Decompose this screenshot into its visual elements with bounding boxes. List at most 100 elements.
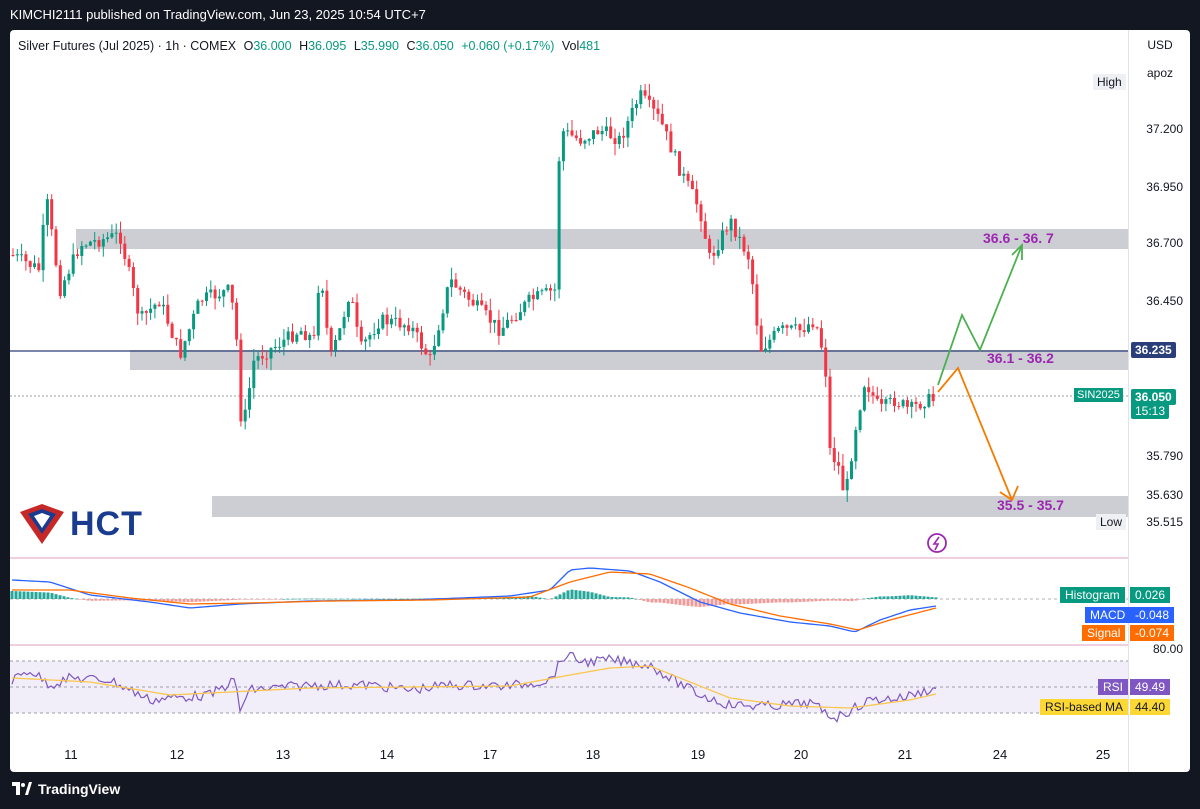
- tradingview-icon: [12, 782, 32, 795]
- candle-body: [923, 406, 927, 409]
- histogram-bar: [694, 599, 698, 607]
- histogram-bar: [714, 599, 718, 606]
- histogram-bar: [842, 599, 846, 601]
- histogram-bar: [606, 596, 610, 599]
- histogram-bar: [630, 597, 634, 599]
- candle-body: [381, 314, 385, 329]
- candle-body: [355, 302, 359, 327]
- histogram-bar: [286, 598, 290, 600]
- histogram-bar: [530, 596, 534, 599]
- candle-body: [712, 252, 716, 256]
- histogram-bar: [98, 599, 102, 601]
- candle-body: [389, 318, 393, 325]
- candle-body: [669, 131, 673, 153]
- histogram-bar: [282, 598, 286, 600]
- currency-button[interactable]: USD: [1147, 38, 1173, 52]
- histogram-value: 0.026: [1130, 587, 1171, 603]
- histogram-bar: [922, 596, 926, 599]
- candle-body: [583, 140, 587, 144]
- candle-body: [269, 348, 273, 359]
- histogram-bar: [658, 599, 662, 603]
- candle-body: [617, 135, 621, 145]
- tradingview-brand[interactable]: TradingView: [38, 781, 121, 797]
- histogram-bar: [850, 599, 854, 602]
- bearish-path: [937, 366, 1013, 501]
- footer: TradingView: [0, 772, 1200, 809]
- candle-body: [832, 447, 836, 463]
- signal-line: [12, 571, 937, 631]
- candle-body: [166, 304, 170, 324]
- candle-body: [699, 204, 703, 222]
- candle-body: [153, 304, 157, 309]
- candle-body: [480, 300, 484, 305]
- price-axis[interactable]: USD apoz 37.200 36.950 36.700 36.450 36.…: [1128, 30, 1190, 772]
- histogram-bar: [382, 598, 386, 600]
- candle-body: [678, 151, 681, 176]
- candle-body: [587, 138, 591, 141]
- rsi-label: RSI: [1098, 679, 1129, 695]
- histogram-bar: [634, 598, 638, 600]
- histogram-bar: [762, 599, 766, 604]
- candle-body: [200, 300, 204, 302]
- histogram-bar: [846, 599, 850, 601]
- histogram-bar: [374, 598, 378, 600]
- candle-body: [901, 400, 905, 407]
- histogram-bar: [306, 598, 310, 600]
- lightning-icon[interactable]: [927, 533, 947, 553]
- symbol-name[interactable]: Silver Futures (Jul 2025) · 1h · COMEX: [18, 39, 237, 53]
- candle-body: [252, 360, 256, 389]
- histogram-bar: [214, 599, 218, 601]
- histogram-bar: [30, 591, 34, 599]
- histogram-bar: [230, 599, 234, 601]
- histogram-bar: [862, 598, 866, 600]
- histogram-bar: [806, 599, 810, 602]
- candle-body: [501, 327, 505, 336]
- x-label: 13: [275, 747, 291, 762]
- candle-body: [45, 199, 49, 225]
- zone-mid: [130, 350, 1128, 370]
- histogram-label: Histogram: [1060, 587, 1125, 603]
- histogram-bar: [706, 599, 710, 607]
- candle-body: [488, 310, 492, 323]
- histogram-bar: [898, 595, 902, 599]
- candle-body: [656, 108, 660, 114]
- candle-body: [372, 334, 376, 336]
- candle-body: [729, 218, 733, 231]
- candle-body: [824, 347, 828, 377]
- histogram-bar: [66, 597, 70, 599]
- signal-label: Signal: [1082, 625, 1126, 641]
- histogram-bar: [802, 599, 806, 602]
- scale-mode[interactable]: apoz: [1146, 66, 1174, 80]
- candle-body: [213, 289, 217, 299]
- candles: [11, 83, 935, 503]
- histogram-bar: [350, 598, 354, 600]
- candle-body: [772, 330, 776, 340]
- low-value: 35.515: [1146, 515, 1183, 529]
- zone-low: [212, 496, 1128, 517]
- tick: 36.700: [1146, 236, 1183, 250]
- histogram-bar: [102, 599, 106, 601]
- histogram-bar: [330, 598, 334, 600]
- histogram-bar: [838, 599, 842, 601]
- histogram-bar: [782, 599, 786, 603]
- candle-body: [871, 392, 875, 396]
- candle-body: [695, 189, 699, 205]
- histogram-bar: [822, 599, 826, 601]
- candle-body: [230, 284, 234, 303]
- histogram-bar: [594, 593, 598, 599]
- candle-body: [424, 348, 428, 355]
- histogram-bar: [618, 597, 622, 599]
- chart-canvas[interactable]: 36.6 - 36. 7 36.1 - 36.2 35.5 - 35.7: [10, 30, 1128, 772]
- histogram-bar: [170, 599, 174, 602]
- candle-body: [346, 302, 350, 317]
- candle-body: [407, 325, 411, 332]
- histogram-bar: [26, 591, 30, 599]
- histogram-bar: [818, 599, 822, 602]
- level-tag: 36.235: [1131, 342, 1176, 358]
- candle-body: [50, 199, 54, 230]
- histogram-bar: [206, 599, 210, 602]
- candle-body: [716, 250, 720, 256]
- histogram-bar: [394, 598, 398, 600]
- histogram-bar: [662, 599, 666, 604]
- candle-body: [63, 280, 67, 297]
